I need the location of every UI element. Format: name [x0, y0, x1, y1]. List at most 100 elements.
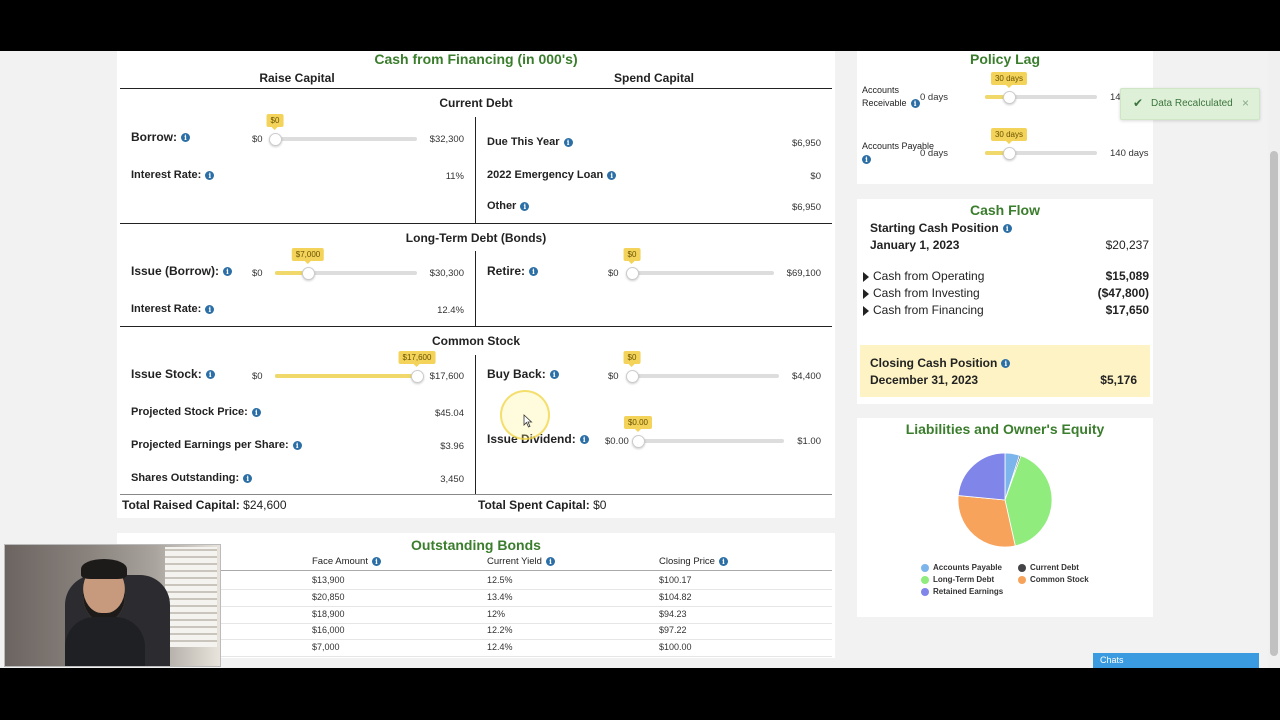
starting-cash-label: Starting Cash Position i — [870, 221, 1012, 235]
slider-handle[interactable] — [632, 435, 645, 448]
caret-right-icon — [863, 288, 869, 299]
info-icon[interactable]: i — [529, 267, 539, 277]
column-header-current-yield: Current Yield i — [487, 556, 555, 567]
info-icon[interactable]: i — [563, 137, 573, 147]
ap-max: 140 days — [1110, 148, 1149, 159]
close-icon[interactable]: × — [1242, 96, 1250, 110]
info-icon[interactable]: i — [520, 201, 530, 211]
info-icon[interactable]: i — [718, 556, 728, 566]
cursor-highlight — [500, 390, 550, 440]
info-icon[interactable]: i — [549, 370, 559, 380]
slider-handle[interactable] — [1003, 91, 1016, 104]
buy-back-min: $0 — [608, 371, 619, 382]
accounts-receivable-slider[interactable]: 30 days — [985, 72, 1097, 104]
buy-back-slider[interactable]: $0 — [623, 351, 779, 383]
slider-handle[interactable] — [302, 267, 315, 280]
info-icon[interactable]: i — [910, 99, 920, 109]
issue-borrow-label: Issue (Borrow): i — [131, 264, 233, 278]
pie-slice-long-term-debt[interactable] — [1004, 455, 1053, 547]
table-cell: $16,000 — [312, 625, 345, 636]
accounts-receivable-label: Accounts Receivable i — [862, 84, 922, 110]
long-term-debt-header: Long-Term Debt (Bonds) — [405, 231, 547, 245]
slider-tooltip: 30 days — [990, 72, 1028, 88]
caret-right-icon — [863, 271, 869, 282]
legend-retained-earnings[interactable]: Retained Earnings — [921, 587, 1003, 596]
info-icon[interactable]: i — [205, 304, 215, 314]
borrow-label: Borrow: i — [131, 130, 190, 144]
info-icon[interactable]: i — [1002, 224, 1012, 234]
slider-tooltip: $0.00 — [623, 416, 653, 432]
legend-dot — [921, 575, 929, 584]
column-divider — [475, 355, 476, 494]
info-icon[interactable]: i — [251, 407, 261, 417]
buy-back-label: Buy Back: i — [487, 367, 559, 381]
due-this-year-label: Due This Year i — [487, 136, 573, 148]
ltd-interest-value: 12.4% — [437, 305, 464, 316]
column-header-face-amount: Face Amount i — [312, 556, 381, 567]
emergency-loan-label: 2022 Emergency Loan i — [487, 169, 617, 181]
liabilities-panel: Liabilities and Owner's Equity Accounts … — [857, 418, 1153, 617]
accounts-payable-slider[interactable]: 30 days — [985, 128, 1097, 160]
legend-accounts-payable[interactable]: Accounts Payable — [921, 563, 1002, 572]
retire-slider[interactable]: $0 — [623, 248, 774, 280]
scrollbar-thumb[interactable] — [1270, 151, 1278, 656]
slider-handle[interactable] — [269, 133, 282, 146]
legend-long-term-debt[interactable]: Long-Term Debt — [921, 575, 994, 584]
slider-handle[interactable] — [626, 370, 639, 383]
info-icon[interactable]: i — [371, 556, 381, 566]
cash-from-operating-row[interactable]: Cash from Operating — [863, 269, 984, 283]
column-header-closing-price: Closing Price i — [659, 556, 728, 567]
scrollbar[interactable] — [1268, 51, 1280, 668]
slider-tooltip: $0 — [623, 248, 641, 264]
slider-handle[interactable] — [411, 370, 424, 383]
info-icon[interactable]: i — [243, 473, 253, 483]
financing-value: $17,650 — [1105, 303, 1149, 317]
info-icon[interactable]: i — [545, 556, 555, 566]
info-icon[interactable]: i — [205, 370, 215, 380]
info-icon[interactable]: i — [205, 170, 215, 180]
column-divider — [475, 251, 476, 326]
cash-from-financing-row[interactable]: Cash from Financing — [863, 303, 984, 317]
closing-date: December 31, 2023 — [870, 373, 979, 387]
retire-label: Retire: i — [487, 264, 539, 278]
legend-common-stock[interactable]: Common Stock — [1018, 575, 1089, 584]
stock-price-value: $45.04 — [434, 408, 464, 419]
info-icon[interactable]: i — [292, 440, 302, 450]
info-icon[interactable]: i — [181, 133, 190, 143]
cash-from-investing-row[interactable]: Cash from Investing — [863, 286, 980, 300]
issue-borrow-slider[interactable]: $7,000 — [275, 248, 417, 280]
table-row: $20,850 13.4% $104.82 — [217, 590, 832, 607]
issue-stock-slider[interactable]: $17,600 — [275, 351, 436, 383]
toast-text: Data Recalculated — [1151, 98, 1233, 109]
raise-capital-header: Raise Capital — [259, 71, 335, 85]
investing-value: ($47,800) — [1097, 286, 1149, 300]
info-icon[interactable]: i — [1001, 359, 1011, 369]
info-icon[interactable]: i — [579, 435, 589, 445]
borrow-max: $32,300 — [429, 134, 464, 145]
cash-flow-title: Cash Flow — [969, 202, 1040, 218]
slider-fill — [985, 151, 1009, 155]
slider-handle[interactable] — [626, 267, 639, 280]
pie-slice-common-stock[interactable] — [957, 495, 1016, 548]
legend-current-debt[interactable]: Current Debt — [1018, 563, 1079, 572]
table-cell: $20,850 — [312, 591, 345, 602]
webcam-person-body — [65, 617, 145, 666]
info-icon[interactable]: i — [862, 155, 871, 165]
info-icon[interactable]: i — [223, 267, 233, 277]
legend-dot — [1018, 563, 1026, 572]
pie-slice-retained-earnings[interactable] — [957, 452, 1006, 501]
table-row: $18,900 12% $94.23 — [217, 607, 832, 624]
issue-borrow-min: $0 — [252, 268, 263, 279]
issue-dividend-slider[interactable]: $0.00 — [623, 416, 784, 448]
issue-stock-max: $17,600 — [429, 371, 464, 382]
table-cell: 12.5% — [487, 575, 513, 585]
table-cell: $100.00 — [659, 642, 692, 653]
slider-handle[interactable] — [1003, 147, 1016, 160]
toast-notification[interactable]: ✔ Data Recalculated × — [1120, 88, 1260, 120]
table-cell: $104.82 — [659, 591, 692, 602]
info-icon[interactable]: i — [607, 170, 617, 180]
borrow-slider[interactable]: $0 — [266, 114, 417, 146]
chats-button[interactable]: Chats — [1093, 653, 1259, 668]
ar-max: 14 — [1110, 92, 1121, 103]
starting-value: $20,237 — [1105, 238, 1149, 252]
